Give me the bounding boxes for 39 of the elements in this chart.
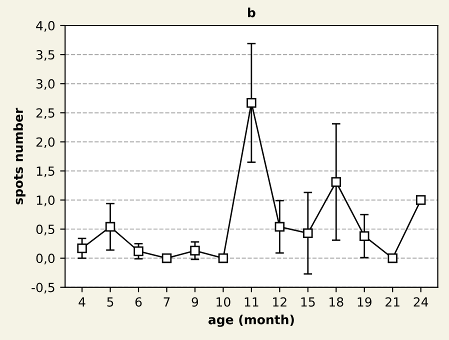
x-tick-label: 9 [192,297,198,307]
x-tick-label: 21 [386,297,400,307]
point [360,231,370,241]
x-tick-label: 24 [414,297,428,307]
x-axis-title: age (month) [208,314,294,327]
x-tick-label: 11 [244,297,258,307]
x-tick-label: 4 [78,297,86,307]
x-tick-label: 18 [330,297,344,307]
x-tick-label: 10 [216,297,230,307]
y-tick-label: 0,0 [36,254,55,264]
x-tick-label: 5 [107,297,114,307]
y-tick-label: 2,5 [36,108,54,119]
point [388,253,398,264]
y-tick-label: 3,5 [36,50,54,61]
point [246,98,256,108]
x-tick-label: 19 [358,297,372,307]
point [218,253,228,264]
point [190,246,200,256]
x-tick-label: 6 [135,297,142,307]
point [162,253,172,264]
y-tick-label: 2,0 [36,137,55,148]
point [134,246,144,256]
y-tick-label: 4,0 [36,20,55,32]
y-tick-label: 1,5 [36,166,54,178]
y-tick-label: -0,5 [32,282,54,294]
x-tick-label: 15 [301,297,315,307]
point [77,243,87,254]
point [274,222,285,232]
x-tick-label: 7 [164,297,170,307]
point [416,195,426,205]
y-axis-title: spots number [13,108,26,204]
point [105,222,116,232]
chart-title: b [248,8,256,18]
y-tick-label: 1,0 [36,196,55,206]
point [331,177,341,187]
point [303,228,313,238]
y-tick-label: 0,5 [36,224,54,236]
x-tick-label: 12 [273,297,286,307]
y-tick-label: 3,0 [36,79,55,90]
